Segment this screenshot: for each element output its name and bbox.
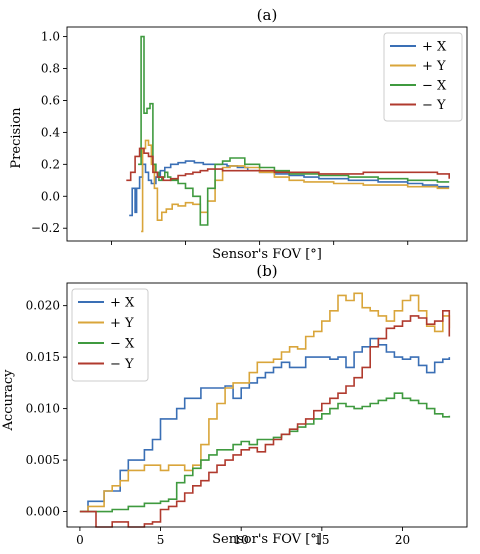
x-tick-label: 0 [76,533,84,547]
x-tick-label: 10 [234,533,249,547]
panel-a: (a) Precision Sensor's FOV [°] 1.0 0.8 0.6… [9,6,468,262]
y-tick-label: 0.010 [26,402,60,416]
legend-box [71,288,149,382]
legend-label: + Y [110,316,134,331]
series-line-plus-x [129,160,450,217]
panel-b-legend: + X + Y − X − Y [71,288,149,382]
legend-label: − Y [110,357,134,372]
panel-a-axes-frame [66,26,468,242]
y-tick-label: 0.8 [41,62,60,76]
y-tick-label: 0.015 [26,350,60,364]
legend-label: − X [110,337,135,352]
series-line-plus-x [79,337,451,513]
y-tick-label: 0.0 [41,189,60,203]
series-line-plus-y [141,139,450,233]
legend-label: + Y [422,59,446,74]
legend-label: − X [422,79,447,94]
panel-a-legend: + X + Y − X − Y [383,32,463,122]
panel-b-xlabel: Sensor's FOV [°] [212,532,322,547]
y-tick-label: 0.020 [26,299,60,313]
y-tick-label: 0.4 [41,125,60,139]
panel-b-axes-frame [66,282,468,528]
y-tick-label: −0.2 [31,221,60,235]
panel-b: (b) Accuracy Sensor's FOV [°] 0.000 0.005… [1,262,468,547]
panel-b-title: (b) [256,262,277,280]
panel-a-title: (a) [257,6,278,24]
series-line-minus-x [138,35,450,226]
legend-label: + X [110,296,135,311]
y-tick-label: 0.6 [41,93,60,107]
x-tick-label: 5 [157,533,165,547]
series-line-minus-x [79,392,451,513]
y-tick-label: 1.0 [41,30,60,44]
legend-label: + X [422,40,447,55]
series-line-minus-y [79,310,451,528]
panel-a-ylabel: Precision [9,107,24,169]
legend-box [383,32,463,122]
series-line-minus-y [126,147,450,182]
panel-a-xlabel: Sensor's FOV [°] [212,247,322,262]
y-tick-label: 0.2 [41,157,60,171]
x-tick-label: 15 [314,533,329,547]
y-tick-label: 0.005 [26,453,60,467]
x-tick-label: 20 [395,533,410,547]
y-tick-label: 0.000 [26,505,60,519]
series-line-plus-y [79,292,451,513]
legend-label: − Y [422,98,446,113]
panel-b-ylabel: Accuracy [1,369,16,432]
